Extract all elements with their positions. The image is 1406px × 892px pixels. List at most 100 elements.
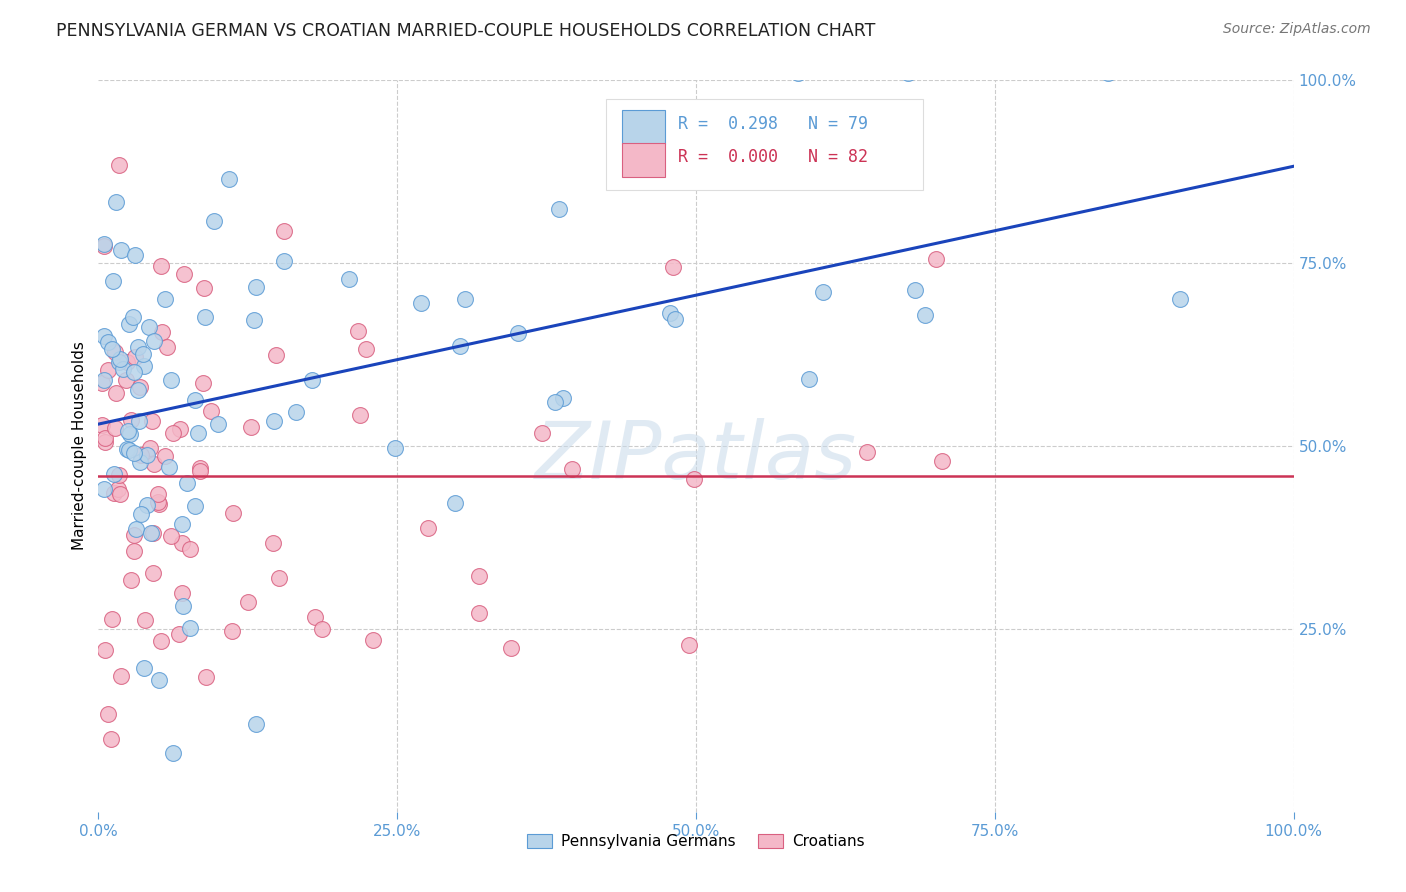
Point (207, 417, 229, 431)
Point (301, 373, 323, 387)
Text: R =  0.000   N = 82: R = 0.000 N = 82 (678, 148, 868, 166)
Point (120, 413, 142, 427)
Point (153, 293, 176, 307)
Point (139, 526, 162, 541)
Point (91, 376, 114, 390)
Point (134, 613, 156, 627)
Point (103, 486, 125, 500)
Point (124, 350, 146, 364)
Point (530, 425, 553, 440)
Point (897, 66, 920, 80)
Point (170, 517, 193, 532)
Point (115, 442, 138, 456)
Point (263, 414, 285, 428)
Point (454, 292, 477, 306)
Point (200, 404, 222, 418)
Point (93, 482, 115, 496)
Point (193, 280, 215, 294)
Point (148, 497, 170, 511)
Point (354, 342, 377, 356)
Point (914, 308, 936, 322)
Text: R =  0.298   N = 79: R = 0.298 N = 79 (678, 115, 868, 133)
Point (120, 573, 142, 587)
Point (678, 639, 700, 653)
Point (143, 334, 166, 348)
Point (548, 202, 571, 216)
Point (124, 365, 146, 379)
Point (124, 248, 146, 262)
Point (117, 425, 139, 439)
Point (449, 339, 471, 353)
Point (659, 305, 682, 319)
Point (925, 252, 948, 266)
Point (222, 506, 245, 520)
Point (107, 483, 129, 497)
Point (136, 448, 159, 462)
Point (218, 171, 240, 186)
Point (93, 643, 115, 657)
Point (132, 359, 155, 374)
Point (544, 395, 567, 409)
Point (273, 224, 295, 238)
Point (110, 244, 132, 258)
Point (128, 413, 150, 427)
Point (97, 363, 120, 377)
Point (127, 383, 149, 397)
Point (273, 253, 295, 268)
Point (108, 351, 131, 366)
Point (183, 499, 205, 513)
Point (100, 731, 122, 746)
Point (172, 586, 194, 600)
Point (104, 420, 127, 434)
Point (347, 324, 370, 338)
Point (118, 318, 141, 332)
Point (136, 498, 159, 512)
Point (167, 627, 190, 641)
Point (150, 259, 173, 273)
Point (172, 599, 194, 613)
Point (91, 417, 114, 432)
Text: Source: ZipAtlas.com: Source: ZipAtlas.com (1223, 22, 1371, 37)
Point (468, 606, 491, 620)
Point (1097, 66, 1119, 80)
Point (162, 425, 184, 440)
Point (169, 422, 191, 436)
Point (508, 326, 530, 340)
Point (311, 622, 333, 636)
Point (468, 569, 491, 583)
Point (786, 66, 808, 80)
Point (221, 624, 243, 638)
Point (93, 329, 115, 343)
Point (856, 445, 879, 459)
Text: ZIPatlas: ZIPatlas (534, 418, 858, 496)
Point (134, 661, 156, 675)
Point (183, 392, 205, 407)
Point (160, 373, 183, 387)
Point (238, 595, 260, 609)
Point (176, 476, 198, 491)
Y-axis label: Married-couple Households: Married-couple Households (72, 342, 87, 550)
Point (122, 310, 145, 325)
Point (129, 507, 152, 521)
Point (139, 441, 162, 455)
Point (418, 521, 440, 535)
Point (179, 621, 201, 635)
Point (142, 457, 165, 471)
Point (195, 670, 218, 684)
Point (797, 372, 820, 386)
Point (264, 348, 287, 362)
Point (284, 405, 307, 419)
Point (262, 536, 284, 550)
Point (101, 612, 124, 626)
Point (170, 536, 193, 550)
Point (551, 392, 574, 406)
Point (107, 468, 129, 483)
Point (173, 267, 195, 281)
Point (103, 274, 125, 288)
Point (304, 610, 326, 624)
Point (97, 706, 120, 721)
Point (110, 668, 132, 682)
Point (349, 408, 371, 422)
Point (150, 325, 173, 339)
Point (683, 472, 706, 486)
